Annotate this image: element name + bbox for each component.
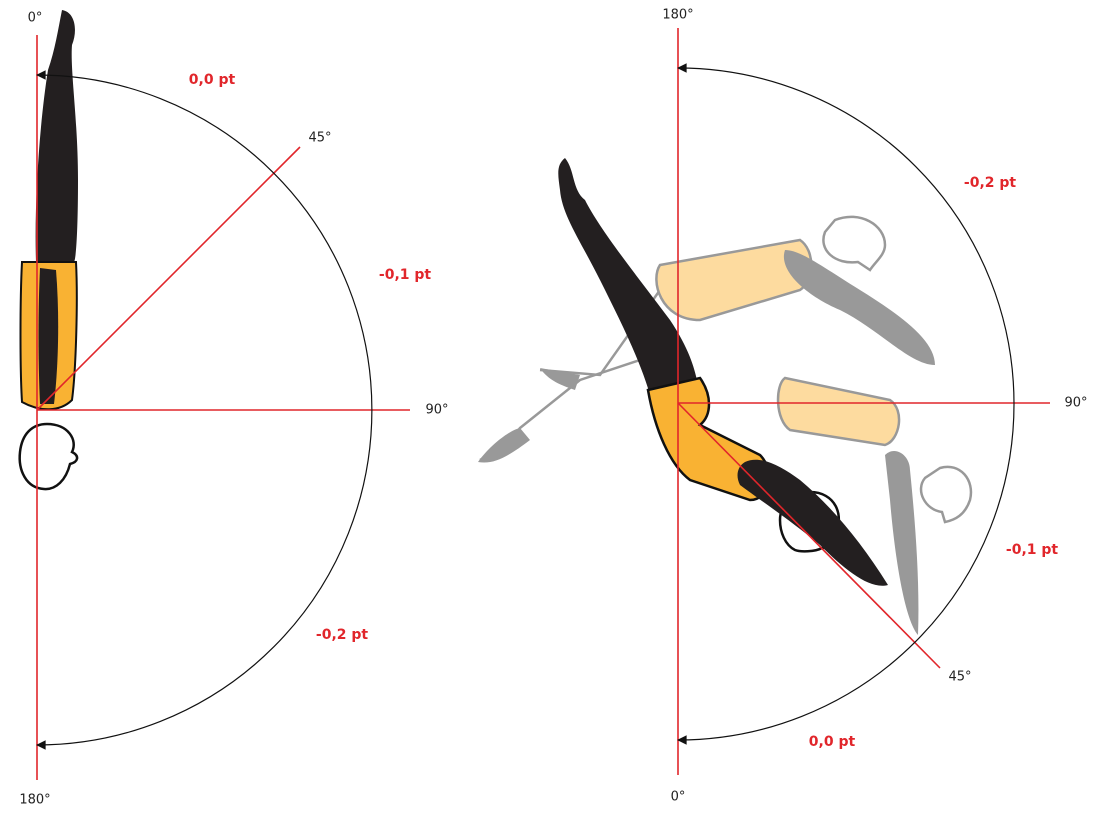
right-diagram: 180° 90° 45° 0° -0,2 pt -0,1 pt 0,0 pt <box>478 8 1088 805</box>
deduction-label: 0,0 pt <box>809 734 856 750</box>
deduction-label: 0,0 pt <box>189 72 236 88</box>
angle-label: 180° <box>662 8 693 23</box>
angle-label: 90° <box>425 403 448 418</box>
diagram: 0° 45° 90° 180° 0,0 pt -0,1 pt -0,2 pt 1 <box>0 0 1093 814</box>
deduction-label: -0,2 pt <box>316 627 369 643</box>
angle-label: 0° <box>671 790 686 805</box>
left-diagram: 0° 45° 90° 180° 0,0 pt -0,1 pt -0,2 pt <box>19 10 448 808</box>
ghost-arm <box>885 451 918 635</box>
angle-label: 90° <box>1064 396 1087 411</box>
deduction-label: -0,2 pt <box>964 175 1017 191</box>
angle-label: 45° <box>308 131 331 146</box>
angle-label: 180° <box>19 793 50 808</box>
ghost-arm <box>784 250 935 365</box>
deduction-label: -0,1 pt <box>379 267 432 283</box>
body <box>36 10 78 262</box>
angle-label: 45° <box>948 670 971 685</box>
ghost-foot <box>478 428 530 463</box>
angle-label: 0° <box>28 11 43 26</box>
arm <box>738 460 888 586</box>
head <box>20 424 77 489</box>
arm <box>39 268 59 404</box>
deduction-label: -0,1 pt <box>1006 542 1059 558</box>
